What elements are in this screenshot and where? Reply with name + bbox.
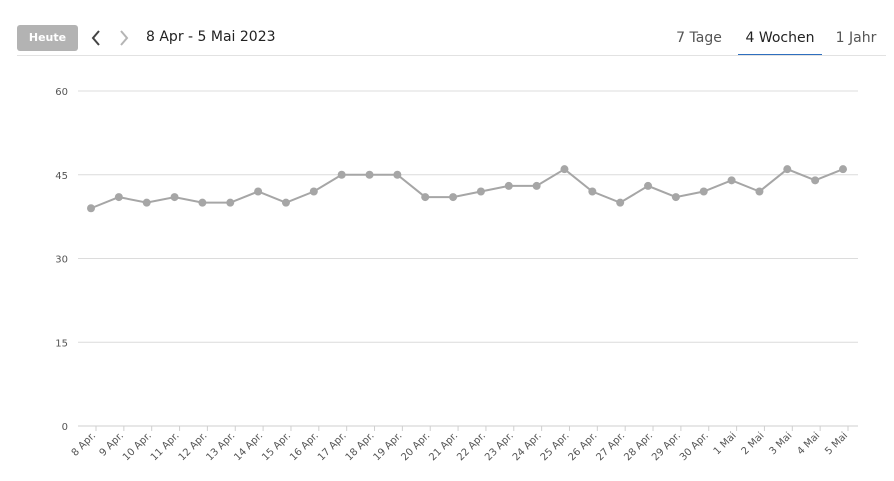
x-tick-label: 13 Apr.	[205, 430, 238, 463]
data-point	[281, 198, 290, 207]
chevron-left-icon[interactable]	[86, 27, 106, 49]
x-tick-label: 3 Mai	[767, 430, 794, 457]
tab-4-wochen[interactable]: 4 Wochen	[745, 30, 815, 46]
data-point	[449, 193, 458, 202]
data-point	[309, 187, 318, 196]
x-tick-label: 22 Apr.	[455, 430, 488, 463]
x-tick-label: 10 Apr.	[121, 430, 154, 463]
data-point	[811, 176, 820, 185]
data-point	[198, 198, 207, 207]
toolbar-divider	[17, 55, 886, 56]
data-point	[170, 193, 179, 202]
data-point	[393, 170, 402, 179]
tab-1-jahr[interactable]: 1 Jahr	[835, 30, 877, 46]
x-tick-label: 28 Apr.	[622, 430, 655, 463]
x-tick-label: 20 Apr.	[399, 430, 432, 463]
x-tick-label: 1 Mai	[712, 430, 739, 457]
data-point	[588, 187, 597, 196]
x-tick-label: 18 Apr.	[344, 430, 377, 463]
x-tick-label: 4 Mai	[795, 430, 822, 457]
chart-toolbar: Heute 8 Apr - 5 Mai 2023 7 Tage 4 Wochen…	[0, 0, 894, 56]
x-tick-label: 25 Apr.	[539, 430, 572, 463]
data-point	[421, 193, 430, 202]
tab-7-tage[interactable]: 7 Tage	[676, 30, 722, 46]
data-point	[114, 193, 123, 202]
data-point	[254, 187, 263, 196]
data-point	[727, 176, 736, 185]
y-tick-label: 0	[62, 422, 68, 433]
x-tick-label: 26 Apr.	[567, 430, 600, 463]
date-range-label: 8 Apr - 5 Mai 2023	[146, 29, 276, 45]
data-point	[699, 187, 708, 196]
data-point	[476, 187, 485, 196]
x-tick-label: 12 Apr.	[177, 430, 210, 463]
x-tick-label: 17 Apr.	[316, 430, 349, 463]
x-tick-label: 30 Apr.	[678, 430, 711, 463]
data-point	[504, 181, 513, 190]
data-point	[783, 165, 792, 174]
x-tick-label: 11 Apr.	[149, 430, 182, 463]
x-tick-label: 21 Apr.	[427, 430, 460, 463]
x-tick-label: 19 Apr.	[372, 430, 405, 463]
x-tick-label: 15 Apr.	[260, 430, 293, 463]
y-tick-label: 60	[55, 87, 68, 98]
data-point	[616, 198, 625, 207]
data-point	[560, 165, 569, 174]
x-tick-label: 24 Apr.	[511, 430, 544, 463]
today-button[interactable]: Heute	[17, 25, 78, 51]
x-tick-label: 2 Mai	[740, 430, 767, 457]
y-tick-label: 15	[55, 338, 68, 349]
data-point	[337, 170, 346, 179]
y-tick-label: 30	[55, 255, 68, 266]
x-tick-label: 27 Apr.	[594, 430, 627, 463]
data-point	[755, 187, 764, 196]
data-point	[644, 181, 653, 190]
x-tick-label: 14 Apr.	[232, 430, 265, 463]
data-point	[226, 198, 235, 207]
data-point	[532, 181, 541, 190]
data-point	[142, 198, 151, 207]
x-tick-label: 8 Apr.	[70, 430, 98, 458]
x-tick-label: 5 Mai	[823, 430, 850, 457]
data-point	[839, 165, 847, 174]
data-point	[87, 204, 95, 213]
x-tick-label: 16 Apr.	[288, 430, 321, 463]
y-tick-label: 45	[55, 171, 68, 182]
chevron-right-icon[interactable]	[114, 27, 134, 49]
data-point	[671, 193, 680, 202]
data-point	[365, 170, 374, 179]
x-tick-label: 29 Apr.	[650, 430, 683, 463]
series-line	[90, 167, 844, 210]
x-tick-label: 23 Apr.	[483, 430, 516, 463]
